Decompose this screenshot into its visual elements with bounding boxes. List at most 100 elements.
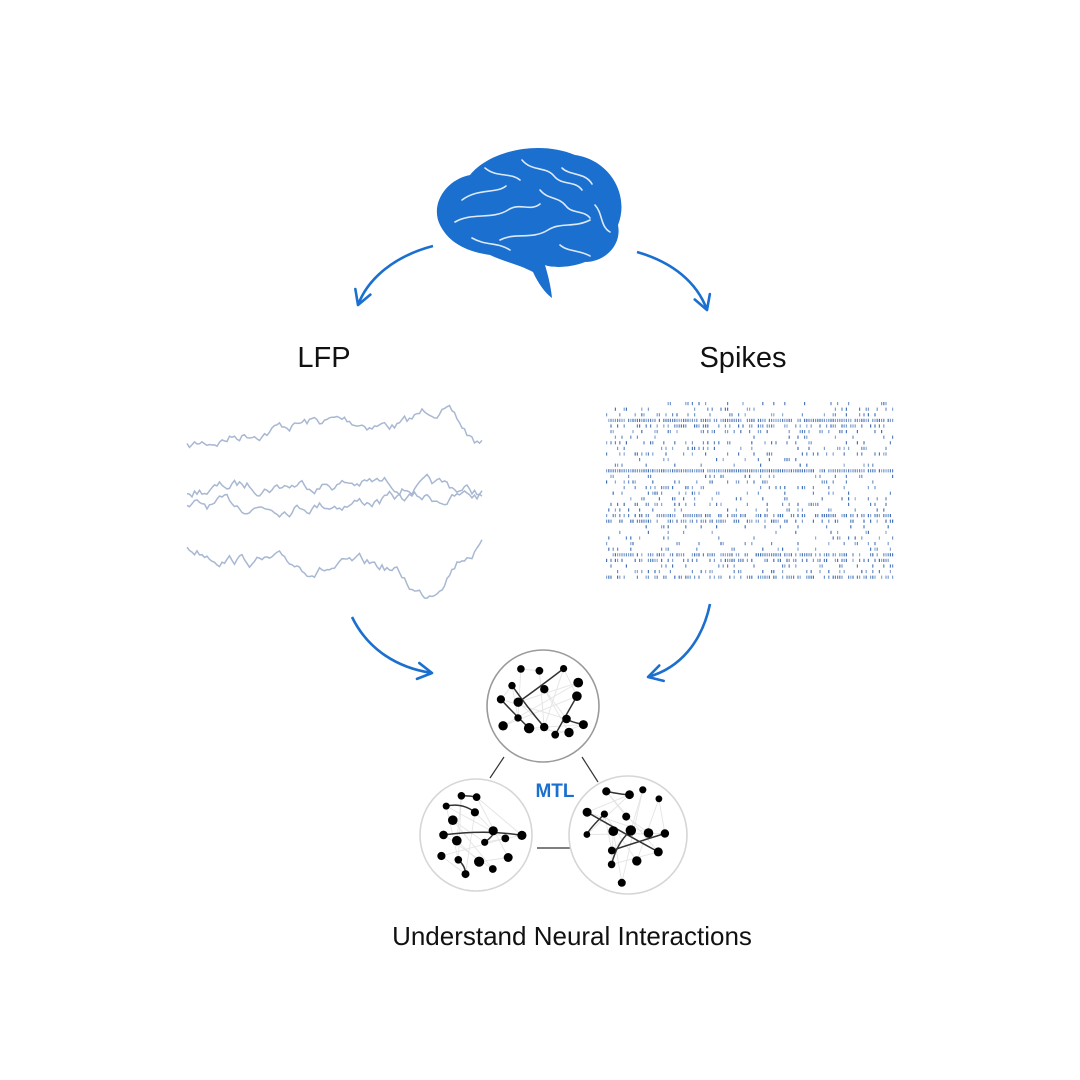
spike-mark: [647, 575, 649, 579]
spike-mark: [738, 558, 740, 562]
spike-mark: [821, 514, 823, 518]
spike-mark: [823, 514, 825, 518]
spike-mark: [790, 553, 792, 557]
spike-mark: [859, 553, 861, 557]
spike-mark: [806, 558, 808, 562]
spike-mark: [641, 514, 643, 518]
spike-mark: [654, 575, 656, 579]
spike-mark: [790, 469, 792, 473]
spike-mark: [691, 553, 693, 557]
spike-mark: [892, 418, 894, 422]
spike-row: [623, 486, 876, 490]
spike-mark: [672, 564, 674, 568]
neuron-node: [481, 838, 489, 846]
spike-mark: [834, 553, 836, 557]
spike-mark: [751, 469, 753, 473]
spike-mark: [773, 575, 775, 579]
spike-mark: [610, 474, 612, 478]
spike-mark: [889, 469, 891, 473]
spike-mark: [828, 570, 830, 574]
spike-mark: [700, 525, 702, 529]
spike-mark: [876, 497, 878, 501]
spike-mark: [722, 474, 724, 478]
spike-mark: [764, 418, 766, 422]
spike-mark: [865, 530, 867, 534]
spike-mark: [623, 502, 625, 506]
spike-mark: [700, 418, 702, 422]
spike-mark: [793, 558, 795, 562]
spike-mark: [799, 575, 801, 579]
spike-mark: [826, 553, 828, 557]
spike-mark: [674, 424, 676, 428]
spike-mark: [661, 446, 663, 450]
spike-mark: [705, 418, 707, 422]
spike-mark: [713, 474, 715, 478]
spike-mark: [691, 446, 693, 450]
spike-mark: [722, 519, 724, 523]
spike-mark: [702, 519, 704, 523]
spike-mark: [625, 564, 627, 568]
spike-mark: [656, 553, 658, 557]
spike-mark: [856, 514, 858, 518]
spike-mark: [634, 570, 636, 574]
spike-mark: [696, 547, 698, 551]
spike-mark: [887, 469, 889, 473]
spike-mark: [762, 570, 764, 574]
spike-mark: [685, 514, 687, 518]
faint-edge: [441, 855, 466, 875]
spike-mark: [610, 502, 612, 506]
spike-mark: [874, 542, 876, 546]
spike-mark: [804, 402, 806, 406]
neuron-node: [632, 856, 642, 866]
spike-mark: [762, 575, 764, 579]
spike-mark: [843, 570, 845, 574]
spike-mark: [757, 553, 759, 557]
spike-mark: [641, 570, 643, 574]
spike-mark: [636, 452, 638, 456]
spike-mark: [852, 558, 854, 562]
spike-mark: [606, 413, 608, 417]
spike-mark: [773, 413, 775, 417]
spike-mark: [848, 469, 850, 473]
neuron-node: [461, 870, 470, 879]
spike-mark: [867, 463, 869, 467]
spike-mark: [777, 514, 779, 518]
spike-mark: [683, 497, 685, 501]
spike-mark: [775, 418, 777, 422]
spike-mark: [848, 502, 850, 506]
spike-mark: [610, 424, 612, 428]
spike-mark: [782, 575, 784, 579]
spike-mark: [698, 542, 700, 546]
spike-mark: [779, 469, 781, 473]
spike-mark: [711, 407, 713, 411]
spike-mark: [757, 424, 759, 428]
spike-mark: [614, 418, 616, 422]
spike-mark: [854, 542, 856, 546]
spike-mark: [876, 407, 878, 411]
neuron-node: [474, 856, 485, 867]
spike-mark: [740, 446, 742, 450]
spike-mark: [863, 558, 865, 562]
spike-mark: [643, 413, 645, 417]
spike-mark: [819, 469, 821, 473]
spike-mark: [694, 469, 696, 473]
spike-mark: [832, 452, 834, 456]
spike-mark: [892, 435, 894, 439]
spike-mark: [830, 530, 832, 534]
spike-mark: [645, 575, 647, 579]
faint-edge: [603, 814, 613, 851]
spike-mark: [713, 418, 715, 422]
spike-mark: [760, 575, 762, 579]
spike-mark: [775, 486, 777, 490]
spike-mark: [676, 430, 678, 434]
spike-mark: [632, 553, 634, 557]
spike-mark: [645, 463, 647, 467]
spike-mark: [702, 424, 704, 428]
spike-mark: [793, 514, 795, 518]
spike-mark: [630, 553, 632, 557]
spike-mark: [773, 474, 775, 478]
spike-mark: [687, 446, 689, 450]
spike-mark: [724, 519, 726, 523]
spike-mark: [876, 514, 878, 518]
spike-mark: [826, 480, 828, 484]
